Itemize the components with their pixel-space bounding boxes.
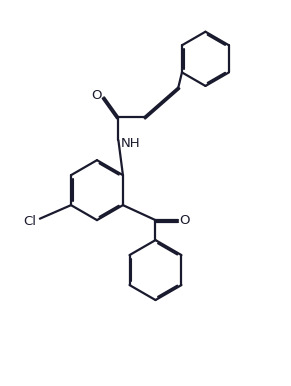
Text: O: O <box>92 90 102 102</box>
Text: O: O <box>179 213 190 227</box>
Text: NH: NH <box>120 137 140 149</box>
Text: Cl: Cl <box>23 215 36 228</box>
